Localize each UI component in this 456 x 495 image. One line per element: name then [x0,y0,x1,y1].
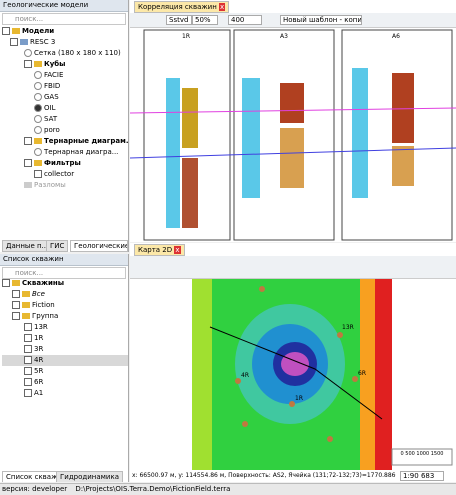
status-bar: версия: developer D:\Projects\OIS.Terra.… [0,483,456,495]
tree-item[interactable]: 5R [2,366,128,377]
tree-item[interactable]: Fiction [2,300,128,311]
label: SAT [44,115,58,123]
scale-bar: 0 500 1000 1500 [401,451,444,457]
tab[interactable]: Карта 2D x [134,244,185,256]
well-name: A3 [280,33,288,40]
tree-item[interactable]: Разломы [2,180,128,191]
tree-item[interactable]: 4R [2,355,128,366]
tab[interactable]: Корреляция скважин x [134,1,230,13]
label: RESC 3 [30,38,56,46]
tree-item[interactable]: Тернарная диагра... [2,147,128,158]
label: Модели [22,27,55,35]
label: 3R [34,345,44,353]
tree-item[interactable]: Скважины [2,278,128,289]
label: 5R [34,367,44,375]
well-label: 1R [295,395,303,402]
label: poro [44,126,60,134]
zoom-select[interactable]: 50% [192,15,218,25]
label: GAS [44,93,59,101]
tree-item[interactable]: collector [2,169,128,180]
map-view: Карта 2D x 13R 4R 6R 1R 0 500 1000 1500 … [130,243,456,482]
template-select[interactable]: Новый шаблон - копия [280,15,362,25]
label: Карта 2D [138,246,173,254]
tree-item[interactable]: FACIE [2,70,128,81]
well-name: 1R [182,33,190,40]
label: Все [32,290,45,298]
tree-item[interactable]: OIL [2,103,128,114]
tree-item[interactable]: SAT [2,114,128,125]
tree-item[interactable]: 1R [2,333,128,344]
version: версия: developer [2,485,68,493]
label: Сетка (180 x 180 x 110) [34,49,121,57]
tree-item[interactable]: Тернарные диаграм... [2,136,128,147]
tree-item[interactable]: FBID [2,81,128,92]
tree-item[interactable]: Модели [2,26,128,37]
tree-item[interactable]: A1 [2,388,128,399]
label: FBID [44,82,61,90]
tree-item[interactable]: RESC 3 [2,37,128,48]
tree-item[interactable]: Сетка (180 x 180 x 110) [2,48,128,59]
panel-title: Список скважин [0,254,128,266]
tree-item[interactable]: poro [2,125,128,136]
tree-item[interactable]: Фильтры [2,158,128,169]
tab[interactable]: ГИС [46,240,69,252]
tree-item[interactable]: GAS [2,92,128,103]
label: Группа [32,312,59,320]
well-track [130,29,456,241]
map-canvas: 13R 4R 6R 1R 0 500 1000 1500 [192,279,453,470]
label: Тернарные диаграм... [44,137,128,145]
label: Скважины [22,279,65,287]
label: collector [44,170,75,178]
label: Fiction [32,301,55,309]
label: Корреляция скважин [138,3,217,11]
geo-panel: Геологические модели поиск... Модели RES… [0,0,129,252]
toolbar: Sstvd 50% 400 Новый шаблон - копия [130,13,456,28]
tree: Модели RESC 3 Сетка (180 x 180 x 110) Ку… [2,26,128,191]
tree: Скважины Все Fiction Группа 13R 1R 3R 4R… [2,278,128,399]
label: Фильтры [44,159,81,167]
label: OIL [44,104,56,112]
label: Тернарная диагра... [44,148,119,156]
search[interactable]: поиск... [2,13,126,25]
tree-item[interactable]: Все [2,289,128,300]
tab[interactable]: Геологические ... [70,240,128,252]
tree-item[interactable]: 13R [2,322,128,333]
well-label: 13R [342,324,354,331]
label: Разломы [34,181,66,189]
scale-select[interactable]: 1:90 683 [400,471,444,481]
label: 6R [34,378,44,386]
path: D:\Projects\OIS.Terra.Demo\FictionField.… [75,485,231,493]
step-input[interactable]: 400 [228,15,262,25]
wells-panel: Список скважин поиск... Скважины Все Fic… [0,254,129,482]
well-label: 4R [241,372,249,379]
well-label: 6R [358,370,366,377]
correlation-view: Корреляция скважин x Sstvd 50% 400 Новый… [130,0,456,242]
tree-item[interactable]: 6R [2,377,128,388]
label: 13R [34,323,48,331]
toolbar [130,256,456,279]
search[interactable]: поиск... [2,267,126,279]
tab[interactable]: Гидродинамика [56,471,123,482]
tab[interactable]: Данные п... [2,240,53,252]
label: Кубы [44,60,66,68]
panel-title: Геологические модели [0,0,128,12]
tree-item[interactable]: Группа [2,311,128,322]
tree-item[interactable]: Кубы [2,59,128,70]
tree-item[interactable]: 3R [2,344,128,355]
label: A1 [34,389,44,397]
well-name: A6 [392,33,400,40]
label: FACIE [44,71,64,79]
correlation-canvas: 1R A3 A6 [130,29,456,241]
coords-status: x: 66500.97 м, y: 114554.86 м, Поверхнос… [132,472,396,479]
label: 1R [34,334,44,342]
label: 4R [34,356,44,364]
depth-select[interactable]: Sstvd [166,15,192,25]
